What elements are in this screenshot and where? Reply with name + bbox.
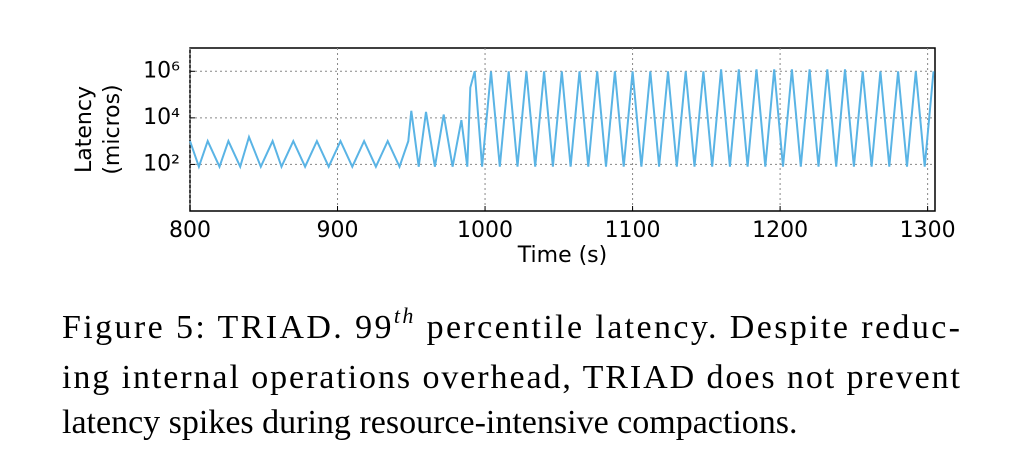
x-tick-label: 1000 xyxy=(457,218,513,243)
x-tick-label: 900 xyxy=(317,218,359,243)
caption-superscript: th xyxy=(394,303,414,328)
caption-text: ing internal operations overhead, TRIAD … xyxy=(62,359,961,396)
y-tick-label: 10² xyxy=(143,151,180,176)
caption-line: latency spikes during resource-intensive… xyxy=(62,404,798,441)
x-tick-label: 1200 xyxy=(752,218,808,243)
x-tick-label: 1300 xyxy=(900,218,956,243)
y-axis-label: (micros) xyxy=(100,84,125,174)
x-tick-label: 800 xyxy=(169,218,211,243)
caption-text: Figure 5: TRIAD. 99 xyxy=(62,309,391,346)
x-tick-label: 1100 xyxy=(605,218,661,243)
y-axis-label: Latency xyxy=(72,86,97,173)
line-series xyxy=(189,69,935,170)
y-tick-label: 10⁶ xyxy=(143,58,180,83)
x-axis-label: Time (s) xyxy=(517,243,607,268)
y-tick-label: 10⁴ xyxy=(143,105,180,130)
caption-text: latency spikes during resource-intensive… xyxy=(62,404,798,441)
caption-line: ing internal operations overhead, TRIAD … xyxy=(62,359,961,396)
caption-text: percentile latency. Despite reduc- xyxy=(416,309,960,346)
